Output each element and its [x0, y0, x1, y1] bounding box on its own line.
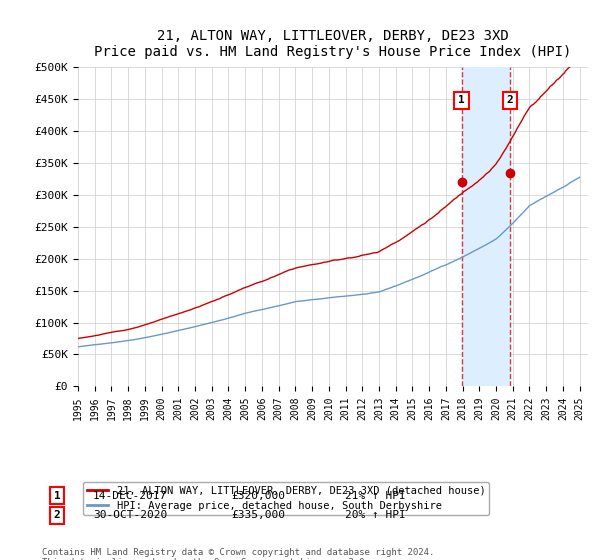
Text: 2: 2: [506, 95, 513, 105]
Text: 14-DEC-2017: 14-DEC-2017: [93, 491, 167, 501]
Text: 30-OCT-2020: 30-OCT-2020: [93, 510, 167, 520]
Text: 1: 1: [458, 95, 465, 105]
Text: 21% ↑ HPI: 21% ↑ HPI: [345, 491, 406, 501]
Text: £335,000: £335,000: [231, 510, 285, 520]
Bar: [462, 67, 510, 386]
Text: Contains HM Land Registry data © Crown copyright and database right 2024.
This d: Contains HM Land Registry data © Crown c…: [42, 548, 434, 560]
Legend: 21, ALTON WAY, LITTLEOVER, DERBY, DE23 3XD (detached house), HPI: Average price,: 21, ALTON WAY, LITTLEOVER, DERBY, DE23 3…: [83, 482, 490, 515]
Text: 20% ↑ HPI: 20% ↑ HPI: [345, 510, 406, 520]
Title: 21, ALTON WAY, LITTLEOVER, DERBY, DE23 3XD
Price paid vs. HM Land Registry's Hou: 21, ALTON WAY, LITTLEOVER, DERBY, DE23 3…: [94, 29, 572, 59]
Text: 2: 2: [53, 510, 61, 520]
Text: £320,000: £320,000: [231, 491, 285, 501]
Text: 1: 1: [53, 491, 61, 501]
